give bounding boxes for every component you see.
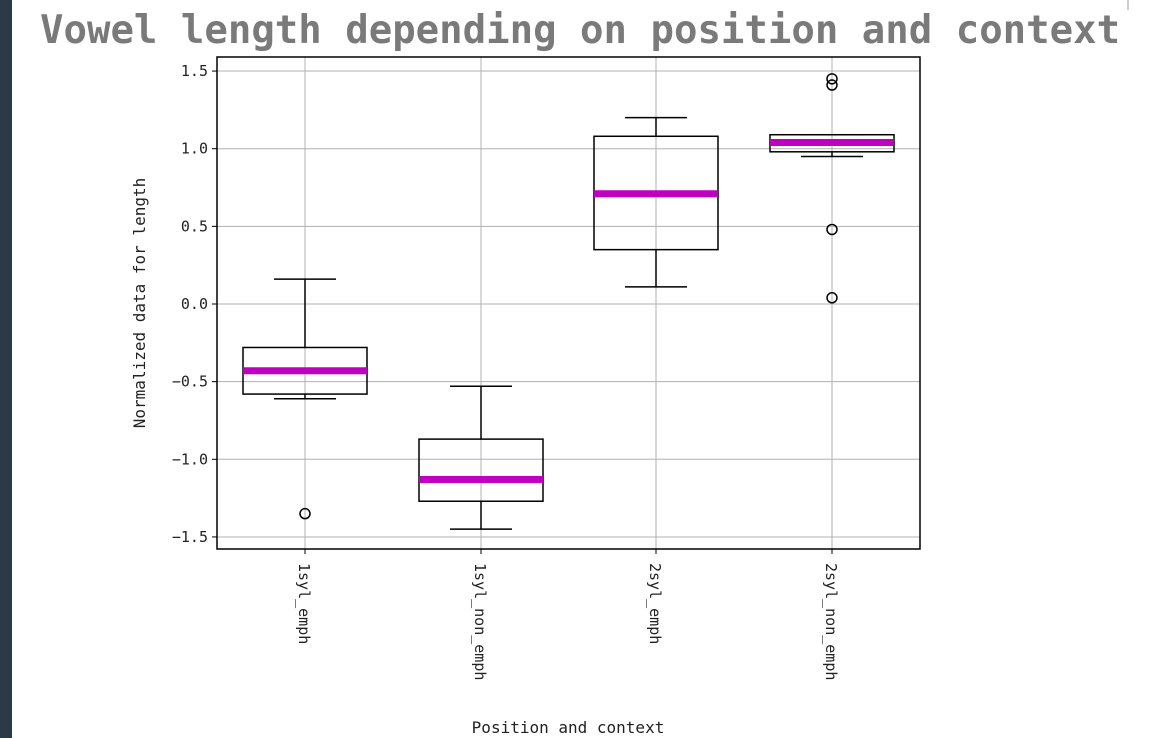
box-1syl_non_emph — [418, 385, 544, 530]
y-tick-label: 1.0 — [181, 140, 208, 158]
iqr-box — [418, 438, 544, 502]
x-tick-label: 1syl_emph — [295, 563, 313, 644]
x-tick-label: 2syl_non_emph — [822, 563, 840, 680]
grid-lines — [217, 57, 920, 549]
y-axis: 1.5 1.0 0.5 0.0 −0.5 −1.0 −1.5 — [172, 62, 217, 546]
outlier-point — [826, 79, 838, 91]
outlier-point — [299, 507, 311, 520]
x-axis: 1syl_emph 1syl_non_emph 2syl_emph 2syl_non_… — [295, 549, 840, 680]
outlier-point — [826, 223, 838, 236]
y-tick-label: −1.5 — [172, 528, 208, 546]
y-tick-label: −1.0 — [172, 450, 208, 468]
chart-panel — [12, 0, 1155, 738]
y-tick-label: 0.5 — [181, 217, 208, 235]
y-tick-label: 0.0 — [181, 295, 208, 313]
x-axis-label: Position and context — [472, 718, 665, 737]
window-edge-mark — [1127, 0, 1129, 10]
chart-title: Vowel length depending on position and c… — [40, 8, 1121, 53]
y-tick-label: −0.5 — [172, 373, 208, 391]
x-tick-label: 2syl_emph — [646, 563, 664, 644]
box-2syl_emph — [593, 116, 719, 288]
plot-area-frame — [216, 56, 921, 550]
y-axis-label: Normalized data for length — [130, 178, 149, 428]
outlier-point — [826, 73, 838, 85]
box-2syl_non_emph — [769, 73, 895, 304]
outlier-point — [826, 292, 838, 304]
box-1syl_emph — [242, 278, 368, 520]
x-tick-label: 1syl_non_emph — [471, 563, 489, 680]
y-tick-label: 1.5 — [181, 62, 208, 80]
box-series — [242, 73, 895, 530]
